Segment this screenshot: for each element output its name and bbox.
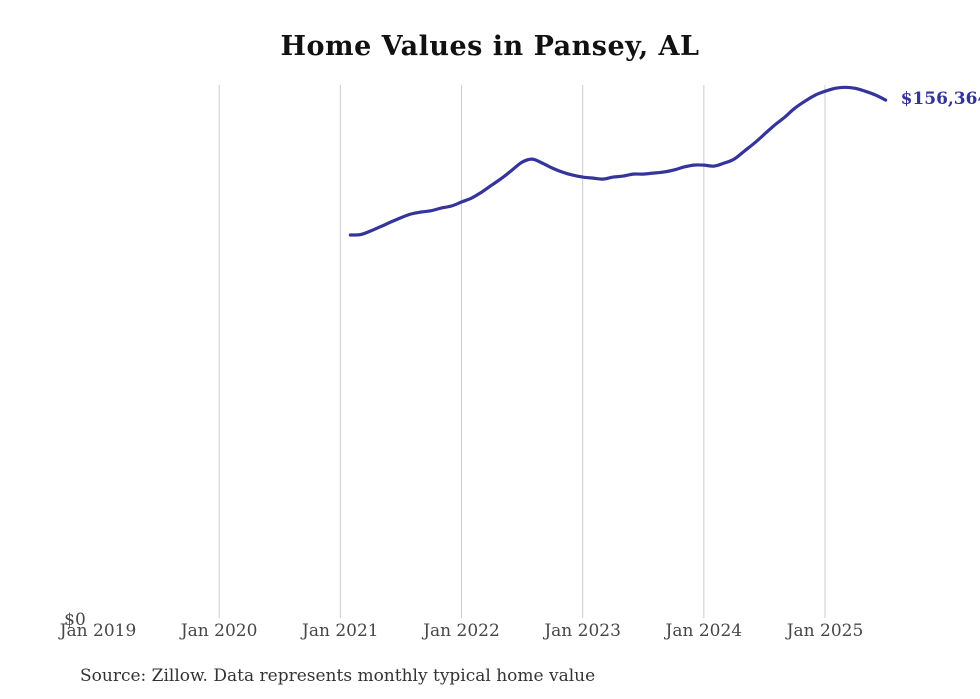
y-axis-zero-label: $0 (64, 610, 86, 630)
x-axis-tick-label: Jan 2021 (302, 621, 379, 641)
current-value-label: $156,364 (900, 89, 980, 110)
x-axis-tick-label: Jan 2020 (180, 621, 258, 641)
x-axis-tick-label: Jan 2019 (59, 621, 137, 641)
x-axis-tick-label: Jan 2024 (665, 621, 743, 641)
chart-title: Home Values in Pansey, AL (280, 31, 700, 62)
source-note: Source: Zillow. Data represents monthly … (80, 666, 596, 686)
home-value-line-series (348, 85, 888, 237)
x-axis-tick-label: Jan 2025 (786, 621, 864, 641)
x-axis-tick-label: Jan 2023 (544, 621, 621, 641)
x-axis-tick-label: Jan 2022 (423, 621, 500, 641)
